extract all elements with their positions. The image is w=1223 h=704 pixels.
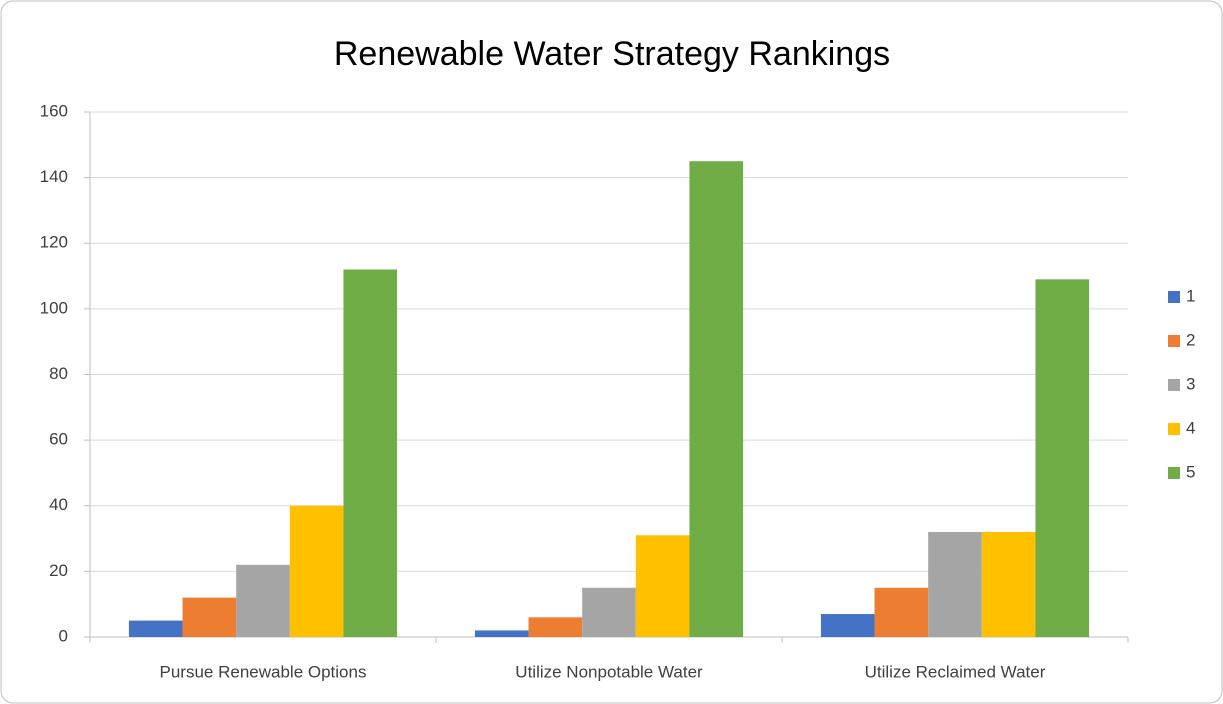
x-tick-label: Utilize Nonpotable Water	[515, 662, 703, 681]
bar	[182, 597, 237, 637]
bar	[981, 532, 1036, 637]
legend-label: 3	[1186, 374, 1195, 393]
legend-swatch	[1168, 467, 1180, 479]
y-tick-label: 40	[49, 495, 68, 514]
x-tick-label: Pursue Renewable Options	[160, 662, 367, 681]
bar	[128, 620, 183, 637]
legend-swatch	[1168, 379, 1180, 391]
legend-label: 2	[1186, 330, 1195, 349]
y-tick-label: 120	[40, 233, 68, 252]
bar	[236, 564, 290, 637]
legend-swatch	[1168, 335, 1180, 347]
bar	[928, 532, 982, 637]
bar	[635, 535, 690, 637]
bar	[289, 505, 344, 637]
y-tick-label: 80	[49, 364, 68, 383]
bar	[820, 614, 875, 637]
y-tick-label: 100	[40, 298, 68, 317]
legend-label: 1	[1186, 286, 1195, 305]
y-tick-label: 160	[40, 101, 68, 120]
legend-swatch	[1168, 423, 1180, 435]
y-tick-label: 60	[49, 430, 68, 449]
bar	[1035, 279, 1090, 637]
legend-swatch	[1168, 291, 1180, 303]
chart-title: Renewable Water Strategy Rankings	[334, 35, 890, 73]
y-tick-label: 20	[49, 561, 68, 580]
bar	[874, 587, 929, 637]
legend-label: 4	[1186, 418, 1195, 437]
bar	[474, 630, 529, 637]
bar	[528, 617, 583, 637]
y-tick-label: 140	[40, 167, 68, 186]
legend-label: 5	[1186, 462, 1195, 481]
y-tick-label: 0	[59, 626, 68, 645]
bar	[689, 161, 744, 637]
x-tick-label: Utilize Reclaimed Water	[865, 662, 1046, 681]
bar	[582, 587, 636, 637]
bar	[343, 269, 398, 637]
